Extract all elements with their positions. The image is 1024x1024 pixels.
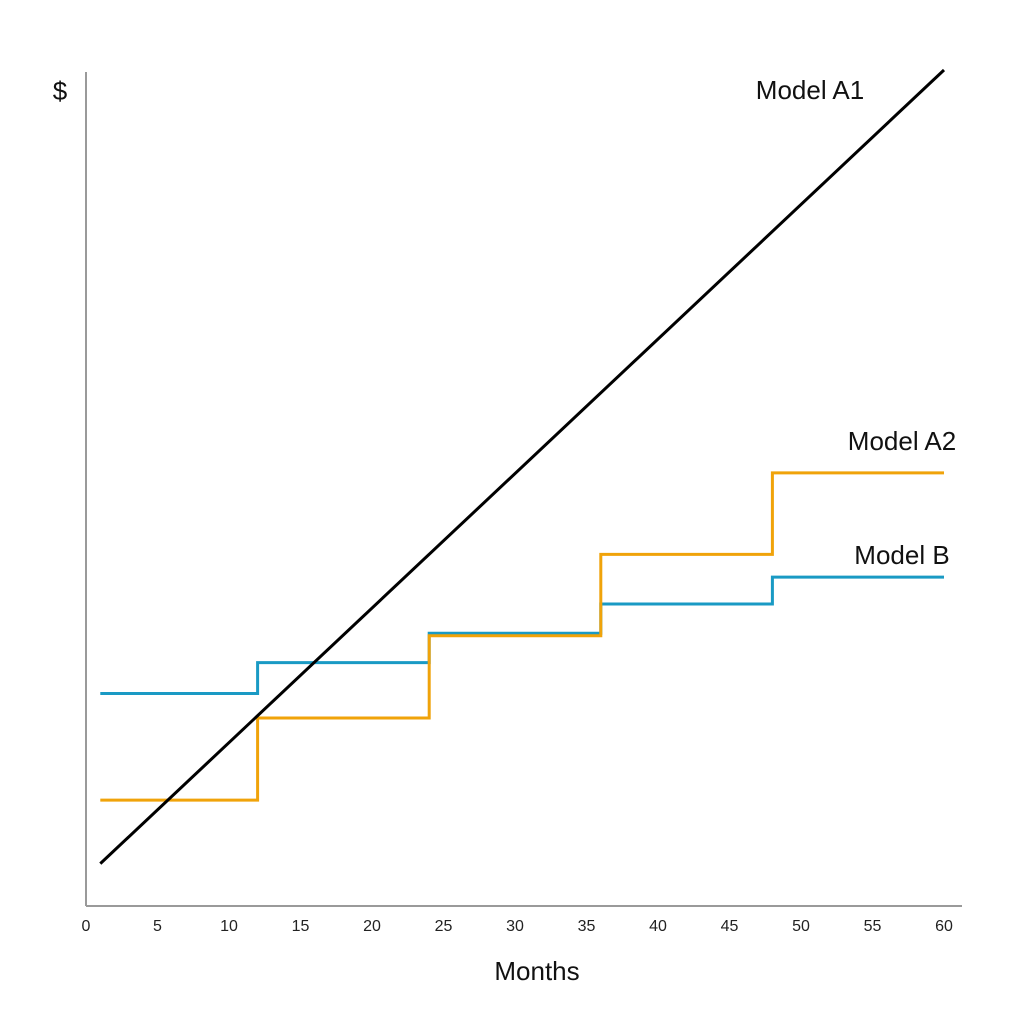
x-tick-label: 10 <box>220 918 238 935</box>
x-tick-labels: 0 5 10 15 20 25 30 35 40 45 50 55 60 <box>82 918 953 935</box>
x-tick-label: 50 <box>792 918 810 935</box>
series-label-model-b: Model B <box>854 540 949 570</box>
x-axis-title: Months <box>494 956 579 986</box>
series-label-model-a1: Model A1 <box>756 75 864 105</box>
x-tick-label: 0 <box>82 918 91 935</box>
x-tick-label: 25 <box>435 918 453 935</box>
x-tick-label: 15 <box>292 918 310 935</box>
series-label-model-a2: Model A2 <box>848 426 956 456</box>
series-line-model-a1 <box>99 68 946 865</box>
x-tick-label: 55 <box>864 918 882 935</box>
series-lines <box>99 68 946 865</box>
y-axis-title: $ <box>53 76 68 106</box>
series-line-model-a2 <box>100 471 944 802</box>
x-tick-label: 45 <box>721 918 739 935</box>
x-tick-label: 60 <box>935 918 953 935</box>
series-line-model-b <box>100 575 944 696</box>
series-labels: Model A1 Model A2 Model B <box>756 75 956 570</box>
x-tick-label: 40 <box>649 918 667 935</box>
x-tick-label: 30 <box>506 918 524 935</box>
x-tick-label: 5 <box>153 918 162 935</box>
axes <box>85 72 962 907</box>
x-tick-label: 20 <box>363 918 381 935</box>
x-tick-label: 35 <box>578 918 596 935</box>
